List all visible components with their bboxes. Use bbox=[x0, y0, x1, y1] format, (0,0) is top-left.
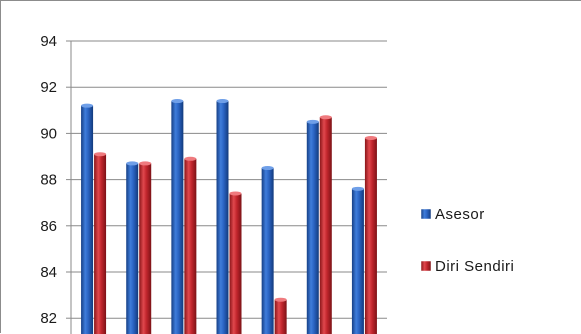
legend-swatch-asesor bbox=[420, 208, 432, 220]
bar-asesor bbox=[306, 121, 319, 334]
bar-cap bbox=[171, 99, 184, 104]
bar-cap bbox=[319, 115, 332, 120]
bar-asesor bbox=[261, 168, 274, 334]
legend-label-asesor: Asesor bbox=[435, 206, 485, 223]
y-tick-label: 88 bbox=[40, 172, 57, 189]
bar-cap bbox=[306, 119, 319, 124]
bar-diri-sendiri bbox=[364, 138, 377, 334]
bar-cap bbox=[351, 186, 364, 191]
bar-cap bbox=[184, 156, 197, 161]
bar-diri-sendiri bbox=[229, 193, 242, 334]
bar-cap bbox=[229, 191, 242, 196]
y-tick-label: 84 bbox=[40, 264, 57, 281]
bar-diri-sendiri bbox=[319, 117, 332, 334]
bar-diri-sendiri bbox=[274, 299, 287, 334]
bar-asesor bbox=[216, 101, 229, 334]
bar-cap bbox=[216, 99, 229, 104]
bar-cap bbox=[274, 297, 287, 302]
legend-label-diri-sendiri: Diri Sendiri bbox=[435, 258, 514, 275]
legend-swatch-diri-sendiri bbox=[420, 260, 432, 272]
bars bbox=[81, 99, 377, 334]
bar-diri-sendiri bbox=[139, 163, 152, 334]
bar-cap bbox=[126, 161, 139, 166]
y-tick-label: 86 bbox=[40, 218, 57, 235]
bar-cap bbox=[261, 166, 274, 171]
y-tick-labels: 94 92 90 88 86 84 82 bbox=[40, 33, 57, 327]
legend: Asesor Diri Sendiri bbox=[420, 206, 514, 275]
gridlines bbox=[71, 40, 387, 319]
bar-asesor bbox=[126, 163, 139, 334]
bar-cap bbox=[364, 136, 377, 141]
y-tick-label: 92 bbox=[40, 79, 57, 96]
y-tick-label: 94 bbox=[40, 33, 57, 50]
bar-asesor bbox=[351, 188, 364, 334]
bar-asesor bbox=[81, 105, 94, 334]
bar-cap bbox=[139, 161, 152, 166]
bar-asesor bbox=[171, 101, 184, 334]
y-tick-label: 90 bbox=[40, 125, 57, 142]
y-tick-label: 82 bbox=[40, 310, 57, 327]
bar-cap bbox=[94, 152, 107, 157]
bar-cap bbox=[81, 103, 94, 108]
bar-diri-sendiri bbox=[94, 154, 107, 334]
y-axis bbox=[66, 40, 72, 334]
bar-diri-sendiri bbox=[184, 158, 197, 334]
